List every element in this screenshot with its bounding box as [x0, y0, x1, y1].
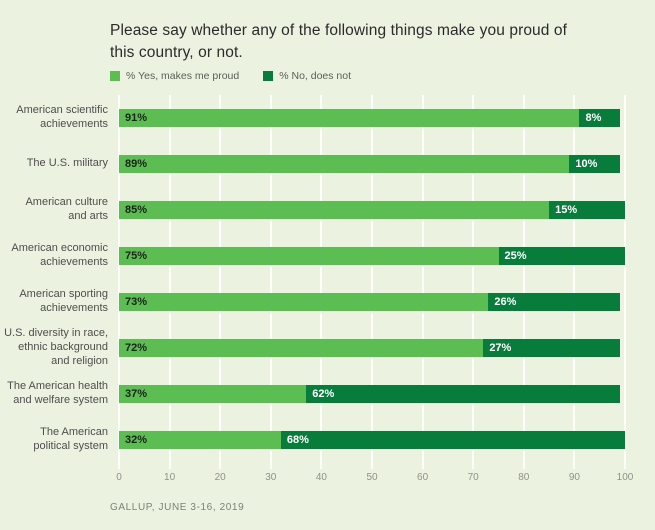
- x-tick-label-80: 80: [518, 472, 530, 483]
- category-label: American economic achievements: [11, 242, 108, 268]
- x-tick-label-10: 10: [164, 472, 176, 483]
- yes-segment: 37%: [119, 385, 307, 403]
- yes-segment: 72%: [119, 339, 484, 357]
- stacked-bar: 32% 68%: [119, 431, 625, 449]
- bar-row: The American health and welfare system 37…: [0, 371, 655, 417]
- category-label: The U.S. military: [26, 157, 108, 170]
- yes-value-label: 85%: [125, 204, 148, 216]
- category-label: American culture and arts: [25, 196, 108, 222]
- yes-value-label: 91%: [125, 112, 148, 124]
- no-legend-label: % No, does not: [279, 70, 352, 82]
- yes-value-label: 72%: [125, 342, 148, 354]
- x-tick-label-100: 100: [616, 472, 634, 483]
- yes-legend-swatch: [110, 71, 120, 81]
- bar-row: American scientific achievements 91% 8%: [0, 95, 655, 141]
- gridline-60: [421, 95, 424, 469]
- legend: % Yes, makes me proud % No, does not: [110, 70, 351, 82]
- gridline-80: [522, 95, 525, 469]
- gridline-50: [371, 95, 373, 469]
- bar-row: American economic achievements 75% 25%: [0, 233, 655, 279]
- gridline-100: [624, 95, 626, 469]
- gridline-70: [472, 95, 475, 469]
- gridline-10: [168, 95, 171, 469]
- x-tick-label-40: 40: [315, 472, 327, 483]
- gridline-90: [573, 95, 576, 469]
- no-segment: 15%: [549, 201, 625, 219]
- no-segment: 8%: [579, 109, 620, 127]
- no-segment: 25%: [498, 247, 625, 265]
- yes-segment: 73%: [119, 293, 489, 311]
- x-tick-label-20: 20: [214, 472, 226, 483]
- category-label: American sporting achievements: [19, 288, 108, 314]
- yes-legend-label: % Yes, makes me proud: [126, 70, 240, 82]
- gridline-30: [269, 95, 272, 469]
- no-value-label: 68%: [286, 434, 309, 446]
- stacked-bar: 85% 15%: [119, 201, 625, 219]
- bar-row: U.S. diversity in race, ethnic backgroun…: [0, 325, 655, 371]
- yes-value-label: 73%: [125, 296, 148, 308]
- no-value-label: 27%: [489, 342, 512, 354]
- yes-value-label: 89%: [125, 158, 148, 170]
- plot-area: 0 10 20 30 40 50 60 70 80 90 100: [116, 95, 633, 483]
- yes-segment: 89%: [119, 155, 570, 173]
- bar-row: The U.S. military 89% 10%: [0, 141, 655, 187]
- no-segment: 27%: [483, 339, 620, 357]
- stacked-bar: 91% 8%: [119, 109, 620, 127]
- bar-row: The American political system 32% 68%: [0, 417, 655, 463]
- bar-rows: American scientific achievements 91% 8% The…: [0, 95, 655, 463]
- gridline-0: [118, 95, 120, 469]
- category-label: The American political system: [33, 426, 108, 452]
- x-tick-label-70: 70: [467, 472, 479, 483]
- x-tick-label-90: 90: [568, 472, 580, 483]
- yes-value-label: 75%: [125, 250, 148, 262]
- no-segment: 10%: [569, 155, 620, 173]
- no-value-label: 15%: [555, 204, 578, 216]
- gridline-40: [320, 95, 323, 469]
- stacked-bar: 73% 26%: [119, 293, 620, 311]
- yes-segment: 75%: [119, 247, 499, 265]
- category-label: The American health and welfare system: [7, 380, 108, 406]
- no-segment: 26%: [488, 293, 620, 311]
- source-note: GALLUP, JUNE 3-16, 2019: [110, 502, 245, 513]
- bar-row: American culture and arts 85% 15%: [0, 187, 655, 233]
- no-value-label: 25%: [504, 250, 527, 262]
- no-value-label: 8%: [585, 112, 602, 124]
- no-value-label: 10%: [575, 158, 598, 170]
- no-segment: 62%: [306, 385, 620, 403]
- no-legend-swatch: [263, 71, 274, 81]
- category-label: U.S. diversity in race, ethnic backgroun…: [4, 327, 108, 367]
- stacked-bar: 89% 10%: [119, 155, 620, 173]
- gridline-20: [219, 95, 222, 469]
- x-tick-label-0: 0: [116, 472, 122, 483]
- no-value-label: 62%: [312, 388, 335, 400]
- stacked-bar: 75% 25%: [119, 247, 625, 265]
- stacked-bar: 37% 62%: [119, 385, 620, 403]
- yes-value-label: 37%: [125, 388, 148, 400]
- x-tick-label-50: 50: [366, 472, 378, 483]
- legend-item-yes: % Yes, makes me proud: [110, 70, 239, 82]
- yes-segment: 32%: [119, 431, 281, 449]
- chart-title: Please say whether any of the following …: [110, 22, 568, 61]
- stacked-bar: 72% 27%: [119, 339, 620, 357]
- category-label: American scientific achievements: [16, 104, 108, 130]
- yes-segment: 91%: [119, 109, 580, 127]
- bar-row: American sporting achievements 73% 26%: [0, 279, 655, 325]
- legend-item-no: % No, does not: [263, 70, 351, 82]
- no-value-label: 26%: [494, 296, 517, 308]
- no-segment: 68%: [280, 431, 625, 449]
- yes-segment: 85%: [119, 201, 550, 219]
- yes-value-label: 32%: [125, 434, 148, 446]
- x-tick-label-30: 30: [265, 472, 277, 483]
- x-tick-label-60: 60: [417, 472, 429, 483]
